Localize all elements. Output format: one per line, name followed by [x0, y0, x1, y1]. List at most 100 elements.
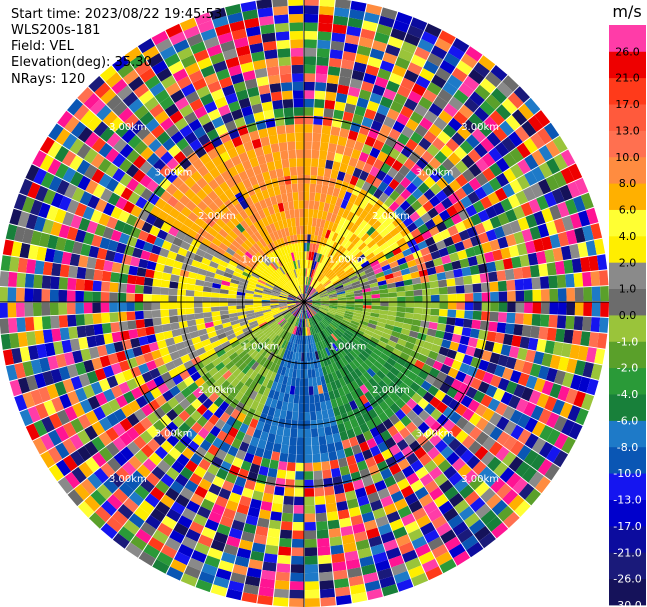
velocity-gate: [256, 474, 267, 485]
velocity-gate: [369, 147, 381, 159]
velocity-gate: [61, 251, 72, 265]
velocity-gate: [366, 326, 376, 333]
velocity-gate: [161, 272, 172, 281]
velocity-gate: [283, 312, 291, 318]
velocity-gate: [336, 245, 344, 254]
velocity-gate: [454, 317, 465, 327]
velocity-gate: [66, 364, 79, 378]
velocity-gate: [479, 272, 490, 283]
velocity-gate: [447, 152, 461, 166]
velocity-gate: [245, 289, 255, 294]
velocity-gate: [344, 103, 356, 114]
velocity-gate: [74, 387, 88, 402]
velocity-gate: [278, 304, 288, 308]
velocity-gate: [530, 325, 540, 339]
velocity-gate: [345, 392, 354, 403]
velocity-gate: [170, 274, 180, 283]
velocity-gate: [284, 384, 291, 394]
velocity-gate: [425, 374, 437, 385]
velocity-gate: [560, 149, 576, 167]
velocity-gate: [500, 247, 511, 260]
velocity-gate: [493, 226, 506, 239]
velocity-gate: [397, 458, 411, 471]
velocity-gate: [331, 553, 346, 564]
velocity-gate: [379, 60, 395, 73]
velocity-gate: [151, 294, 161, 302]
velocity-gate: [351, 317, 361, 324]
velocity-gate: [476, 339, 487, 350]
velocity-gate: [310, 306, 319, 312]
velocity-gate: [430, 343, 441, 354]
velocity-gate: [358, 151, 369, 163]
velocity-gate: [312, 445, 320, 455]
velocity-gate: [194, 290, 203, 297]
velocity-gate: [449, 411, 462, 425]
velocity-gate: [24, 273, 35, 288]
velocity-gate: [47, 355, 59, 370]
velocity-gate: [468, 113, 484, 128]
velocity-gate: [363, 12, 380, 24]
velocity-gate: [505, 356, 517, 370]
velocity-gate: [187, 557, 204, 571]
velocity-gate: [306, 242, 310, 252]
velocity-gate: [290, 39, 304, 49]
velocity-gate: [93, 406, 106, 421]
velocity-gate: [190, 493, 204, 506]
velocity-gate: [308, 318, 312, 327]
velocity-gate: [391, 563, 408, 576]
velocity-gate: [365, 456, 377, 468]
velocity-gate: [304, 47, 317, 57]
velocity-gate: [236, 298, 245, 302]
velocity-gate: [553, 171, 567, 188]
velocity-gate: [430, 302, 440, 309]
velocity-gate: [304, 310, 306, 319]
velocity-gate: [213, 531, 229, 544]
velocity-gate: [334, 341, 342, 350]
velocity-gate: [366, 367, 376, 378]
velocity-gate: [380, 468, 393, 480]
velocity-gate: [294, 479, 304, 489]
velocity-gate: [330, 40, 345, 51]
velocity-gate: [264, 284, 273, 290]
velocity-gate: [331, 353, 338, 363]
velocity-gate: [38, 202, 51, 219]
velocity-gate: [363, 302, 372, 306]
velocity-gate: [333, 389, 341, 399]
velocity-gate: [422, 558, 439, 573]
velocity-gate: [462, 217, 474, 230]
velocity-gate: [298, 309, 302, 319]
velocity-gate: [328, 240, 335, 250]
velocity-gate: [223, 544, 239, 556]
velocity-gate: [420, 380, 432, 392]
velocity-gate: [319, 308, 328, 314]
velocity-gate: [409, 440, 422, 453]
velocity-gate: [333, 152, 343, 163]
velocity-gate: [545, 140, 561, 158]
velocity-gate: [412, 404, 424, 416]
velocity-gate: [109, 302, 118, 313]
velocity-gate: [521, 325, 532, 338]
velocity-gate: [280, 366, 287, 376]
velocity-gate: [568, 163, 583, 181]
velocity-gate: [363, 572, 379, 584]
velocity-gate: [389, 391, 400, 403]
velocity-gate: [175, 341, 186, 351]
velocity-gate: [515, 461, 531, 478]
velocity-gate: [30, 389, 43, 406]
velocity-gate: [512, 477, 528, 495]
velocity-gate: [423, 176, 436, 189]
velocity-gate: [311, 325, 317, 335]
velocity-gate: [308, 326, 311, 336]
velocity-gate: [322, 237, 329, 247]
velocity-gate: [304, 293, 307, 302]
velocity-gate: [162, 390, 174, 402]
velocity-gate: [335, 594, 352, 606]
velocity-gate: [372, 84, 386, 97]
velocity-gate: [319, 331, 326, 340]
velocity-gate: [391, 159, 404, 172]
velocity-gate: [319, 292, 329, 297]
velocity-gate: [244, 377, 254, 388]
velocity-gate: [267, 126, 277, 137]
velocity-gate: [500, 391, 513, 406]
